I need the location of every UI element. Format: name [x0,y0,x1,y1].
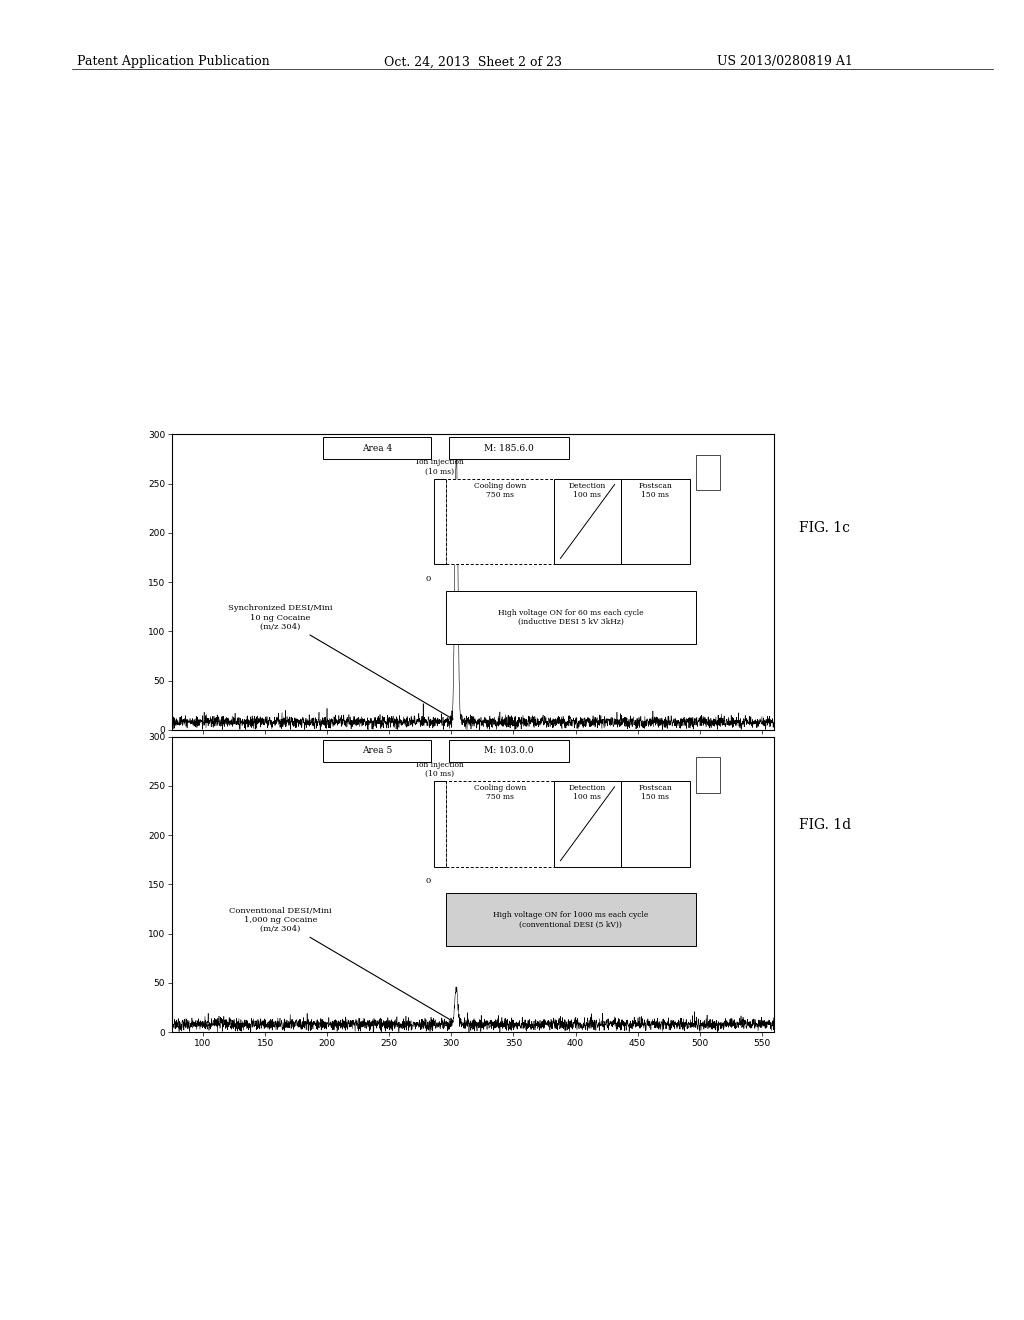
Text: Area 4: Area 4 [361,444,392,453]
Bar [434,781,446,867]
Text: Detection
100 ms: Detection 100 ms [568,784,606,801]
Text: Detection
100 ms: Detection 100 ms [568,482,606,499]
Bar [554,781,621,867]
Text: Area 5: Area 5 [361,746,392,755]
Bar [434,479,446,565]
Bar [323,739,431,762]
Text: Cooling down
750 ms: Cooling down 750 ms [474,784,526,801]
Bar [621,479,690,565]
Text: FIG. 1c: FIG. 1c [799,521,850,535]
Bar [446,781,554,867]
Text: Cooling down
750 ms: Cooling down 750 ms [474,482,526,499]
Bar [449,739,569,762]
Text: 0: 0 [425,878,430,886]
Text: FIG. 1d: FIG. 1d [799,818,851,832]
Bar [621,781,690,867]
Text: M: 185.6.0: M: 185.6.0 [484,444,535,453]
Bar [554,479,621,565]
Bar [446,591,696,644]
Text: M: 103.0.0: M: 103.0.0 [484,746,534,755]
Text: Oct. 24, 2013  Sheet 2 of 23: Oct. 24, 2013 Sheet 2 of 23 [384,55,562,69]
Bar [696,455,720,491]
Text: Synchronized DESI/Mini
10 ng Cocaine
(m/z 304): Synchronized DESI/Mini 10 ng Cocaine (m/… [228,605,453,719]
Bar [446,479,554,565]
Text: Postscan
150 ms: Postscan 150 ms [638,482,672,499]
Text: High voltage ON for 1000 ms each cycle
(conventional DESI (5 kV)): High voltage ON for 1000 ms each cycle (… [494,911,648,928]
Bar [449,437,569,459]
Text: High voltage ON for 60 ms each cycle
(inductive DESI 5 kV 3kHz): High voltage ON for 60 ms each cycle (in… [498,609,644,626]
Text: Ion injection
(10 ms): Ion injection (10 ms) [416,760,464,777]
Text: 0: 0 [425,576,430,583]
Text: Conventional DESI/Mini
1,000 ng Cocaine
(m/z 304): Conventional DESI/Mini 1,000 ng Cocaine … [229,907,453,1022]
Text: Ion injection
(10 ms): Ion injection (10 ms) [416,458,464,475]
Bar [696,758,720,793]
Bar [323,437,431,459]
Text: US 2013/0280819 A1: US 2013/0280819 A1 [717,55,853,69]
Text: Patent Application Publication: Patent Application Publication [77,55,269,69]
Bar [446,894,696,946]
Text: Postscan
150 ms: Postscan 150 ms [638,784,672,801]
